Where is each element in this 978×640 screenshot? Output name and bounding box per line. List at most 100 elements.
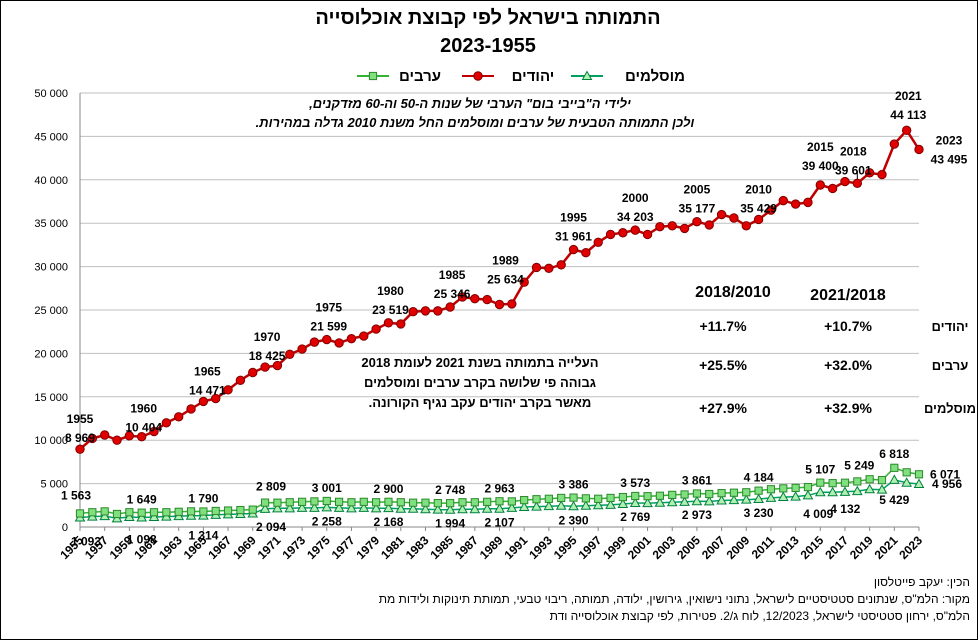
legend-marker-0 — [473, 71, 483, 81]
data-point — [211, 506, 220, 516]
annotation-value-1989: 25 634 — [487, 272, 524, 286]
data-point — [666, 496, 678, 507]
data-point — [346, 502, 357, 513]
data-point — [753, 214, 764, 225]
data-point — [99, 430, 110, 440]
annotation-muslims-1975: 2 258 — [312, 514, 342, 528]
data-point — [87, 433, 98, 444]
data-point — [851, 485, 863, 496]
data-point — [568, 244, 579, 255]
data-point — [779, 484, 788, 493]
data-point — [643, 492, 652, 501]
data-point — [433, 306, 443, 316]
data-point — [260, 362, 270, 372]
data-point — [136, 431, 147, 442]
data-point — [248, 367, 258, 378]
data-point — [913, 478, 925, 488]
data-point — [741, 221, 751, 231]
data-point — [285, 498, 294, 507]
data-point — [753, 493, 764, 503]
data-point — [742, 488, 751, 497]
data-point — [335, 497, 344, 506]
data-point — [544, 263, 554, 274]
data-point — [174, 412, 184, 422]
data-point — [840, 176, 850, 187]
annotation-value-1985: 25 346 — [434, 287, 471, 301]
data-point — [555, 500, 567, 510]
data-point — [518, 501, 530, 512]
data-point — [272, 502, 283, 513]
data-point — [840, 478, 850, 487]
annotation-value-1975: 21 599 — [310, 320, 347, 334]
annotation-value-2015: 39 400 — [802, 159, 839, 173]
data-point — [618, 228, 628, 238]
data-point — [543, 500, 555, 511]
annotation-arabs-1985: 2 748 — [435, 483, 465, 497]
data-point — [469, 503, 481, 514]
data-point — [359, 331, 369, 341]
data-point — [88, 508, 97, 517]
annotation-arabs-1955: 1 563 — [61, 488, 91, 502]
data-point — [520, 495, 529, 505]
data-point — [321, 501, 333, 512]
data-point — [630, 225, 640, 235]
data-point — [186, 404, 196, 414]
footer-preparer: הכין: יעקב פייטלסון — [873, 575, 970, 589]
legend-label-1: ערבים — [399, 68, 441, 85]
data-point — [507, 497, 516, 506]
footer: הכין: יעקב פייטלסון מקור: הלמ"ס, שנתונים… — [70, 574, 970, 625]
y-tick-label: 15 000 — [34, 392, 68, 404]
annotation-muslims-1970: 2 094 — [256, 520, 286, 534]
data-point — [580, 500, 592, 510]
data-point — [396, 319, 406, 329]
data-point — [75, 509, 85, 518]
x-tick-label: 1983 — [403, 533, 432, 562]
data-point — [235, 375, 246, 386]
table-value-2018-2010-0: +11.7% — [699, 318, 747, 334]
y-tick-label: 30 000 — [34, 262, 68, 274]
annotation-value-1970: 18 425 — [249, 349, 286, 363]
data-point — [470, 498, 479, 507]
data-point — [556, 260, 566, 270]
data-point — [803, 197, 813, 208]
data-point — [569, 493, 578, 502]
x-tick-label: 1995 — [551, 533, 580, 562]
y-tick-label: 35 000 — [34, 218, 68, 230]
y-tick-label: 20 000 — [34, 348, 68, 360]
chart-title: התמותה בישראל לפי קבוצת אוכלוסייה — [315, 7, 660, 29]
x-tick-label: 2003 — [650, 533, 679, 562]
data-point — [124, 431, 135, 441]
data-point — [421, 498, 430, 507]
data-point — [642, 229, 653, 240]
annotation-year-1995: 1995 — [560, 211, 587, 225]
data-point — [901, 477, 913, 487]
annotation-value-1960: 10 404 — [125, 421, 162, 435]
data-point — [371, 324, 381, 334]
data-point — [384, 497, 393, 506]
annotation-muslims-2023: 4 956 — [932, 477, 962, 491]
data-point — [507, 299, 517, 309]
data-point — [199, 507, 208, 516]
data-point — [309, 502, 320, 512]
data-point — [705, 489, 714, 499]
data-point — [864, 168, 875, 178]
data-point — [716, 495, 727, 505]
annotation-muslims-1960: 1 098 — [127, 532, 157, 546]
data-point — [703, 495, 715, 506]
data-point — [420, 503, 431, 514]
data-point — [594, 494, 603, 503]
data-point — [408, 307, 418, 317]
data-point — [519, 277, 529, 287]
annotation-arabs-1989: 2 963 — [484, 481, 514, 495]
table-row-label-2: מוסלמים — [924, 401, 976, 416]
data-point — [877, 476, 887, 485]
data-point — [914, 470, 924, 479]
data-point — [642, 497, 653, 508]
data-point — [667, 221, 677, 231]
data-point — [791, 483, 800, 493]
data-point — [372, 498, 381, 507]
x-tick-label: 1993 — [526, 533, 555, 562]
data-point — [75, 444, 85, 454]
data-point — [803, 482, 813, 492]
x-tick-label: 2021 — [872, 533, 901, 562]
